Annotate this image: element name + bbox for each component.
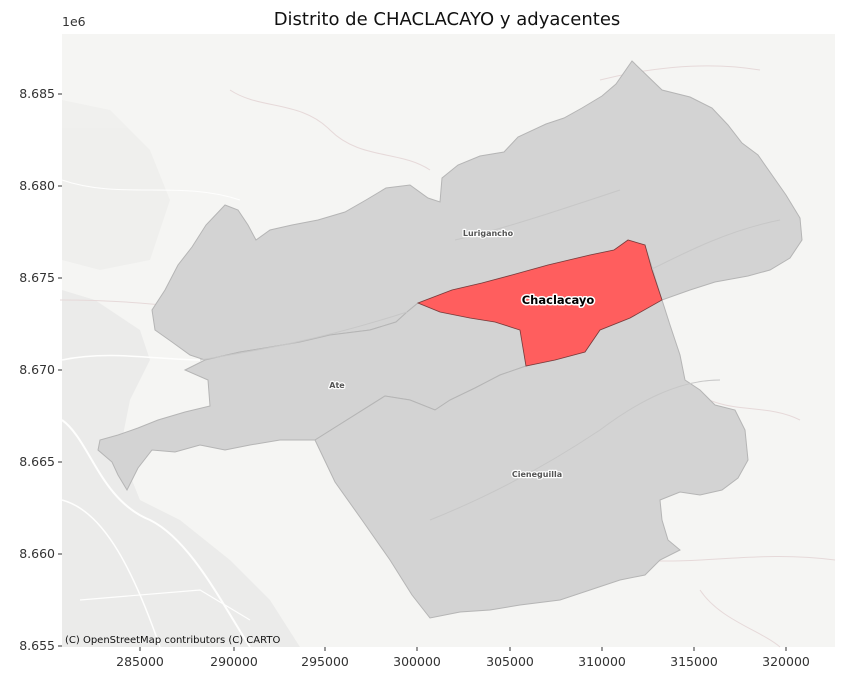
label-lurigancho: Lurigancho [463,229,514,238]
label-ate: Ate [329,381,345,390]
y-tick-label: 8.675 [19,270,55,285]
x-tick-label: 310000 [578,654,626,669]
y-tick-label: 8.660 [19,546,55,561]
x-tick-label: 300000 [393,654,441,669]
map-attribution: (C) OpenStreetMap contributors (C) CARTO [65,635,280,646]
terrain-lines [199,189,781,521]
map-title: Distrito de CHACLACAYO y adyacentes [274,9,621,30]
y-tick-label: 8.685 [19,86,55,101]
x-tick-label: 320000 [762,654,810,669]
x-tick-label: 315000 [670,654,718,669]
district-cieneguilla-polygon[interactable] [314,299,749,619]
y-tick-label: 8.680 [19,178,55,193]
x-axis: 285000 290000 295000 300000 305000 31000… [116,647,810,669]
x-tick-label: 305000 [486,654,534,669]
x-tick-label: 290000 [210,654,258,669]
y-axis: 8.685 8.680 8.675 8.670 8.665 8.660 8.65… [19,86,62,653]
basemap-urban-area [61,100,300,648]
map-area: Lurigancho Chaclacayo Ate Cieneguilla (C… [59,34,836,648]
y-axis-offset-label: 1e6 [62,14,86,29]
y-tick-label: 8.670 [19,362,55,377]
x-tick-label: 295000 [301,654,349,669]
x-tick-label: 285000 [116,654,164,669]
district-chaclacayo-polygon[interactable] [416,239,663,367]
y-tick-label: 8.665 [19,454,55,469]
label-chaclacayo: Chaclacayo [522,293,595,307]
y-tick-label: 8.655 [19,638,55,653]
label-cieneguilla: Cieneguilla [512,470,562,479]
